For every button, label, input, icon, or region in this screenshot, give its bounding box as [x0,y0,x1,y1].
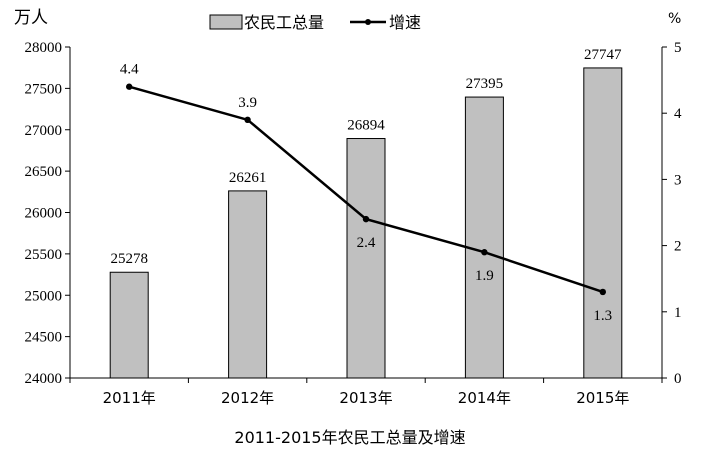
left-tick-label: 27000 [25,123,63,139]
axes: 24000 24500 25000 25500 26000 26500 27000 27500… [25,40,683,407]
right-tick-label: 0 [674,371,682,387]
growth-value-label: 2.4 [357,235,376,251]
legend-label-bar: 农民工总量 [244,13,324,32]
left-tick-label: 24000 [25,371,63,387]
legend-marker [365,19,371,25]
x-tick-label: 2013年 [339,389,392,407]
x-tick-label: 2014年 [458,389,511,407]
bar-value-label: 25278 [110,251,148,267]
growth-value-label: 1.3 [593,308,612,324]
left-tick-label: 26500 [25,164,63,180]
bar [464,96,504,379]
growth-point [362,215,370,223]
growth-value-label: 4.4 [120,62,139,78]
right-tick-label: 1 [674,305,682,321]
legend-label-line: 增速 [389,13,421,32]
growth-line [126,83,606,296]
right-axis-unit: % [668,11,681,27]
bars [109,67,623,379]
left-tick-label: 26000 [25,206,63,222]
right-tick-label: 2 [674,239,682,255]
left-axis-unit: 万人 [14,8,48,28]
right-tick-label: 5 [674,40,682,56]
growth-value-label: 1.9 [475,268,494,284]
right-tick-label: 4 [674,106,682,122]
growth-point [599,288,606,296]
growth-point [126,83,133,90]
growth-point [481,249,488,256]
left-tick-label: 25500 [25,247,63,263]
x-tick-label: 2011年 [103,389,156,407]
right-tick-label: 3 [674,172,682,188]
left-tick-label: 28000 [25,40,63,56]
bar [583,67,623,379]
data-labels: 25278 26261 26894 27395 27747 4.4 3.9 2.4 1.9 1.3 [110,47,622,324]
growth-value-label: 3.9 [238,95,257,111]
bar [346,138,386,379]
x-tick-label: 2012年 [221,389,274,407]
left-tick-label: 27500 [25,81,63,97]
bar [228,190,268,379]
bar-value-label: 27747 [584,47,622,63]
x-tick-label: 2015年 [576,389,629,407]
bar [109,271,149,379]
bar-value-label: 27395 [466,76,504,92]
bar-value-label: 26894 [347,118,385,134]
legend-swatch-bar [209,14,243,30]
bar-value-label: 26261 [229,170,267,186]
left-tick-label: 24500 [25,330,63,346]
left-tick-label: 25000 [25,288,63,304]
legend: 农民工总量 增速 [209,13,421,32]
growth-point [244,116,251,124]
chart-title: 2011-2015年农民工总量及增速 [234,428,465,447]
